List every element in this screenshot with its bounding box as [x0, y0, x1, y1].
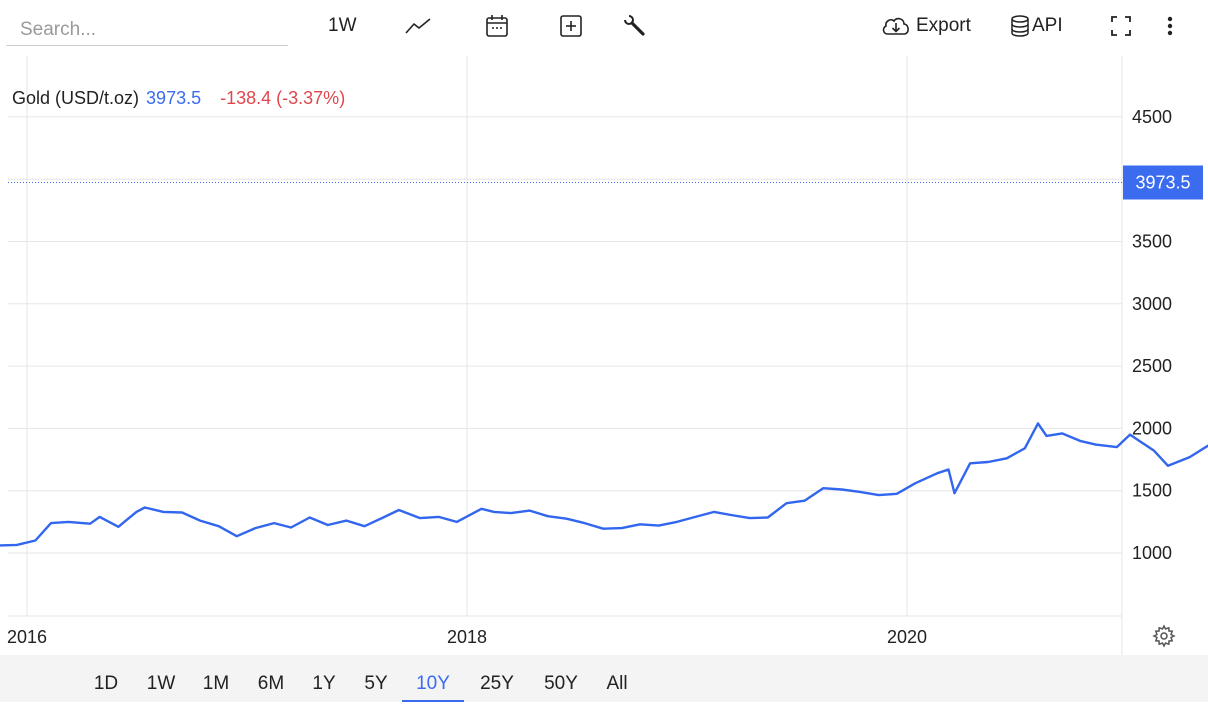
- x-axis: 20162018202020222024: [7, 627, 927, 647]
- interval-button[interactable]: 1W: [328, 10, 357, 42]
- search-input[interactable]: [6, 8, 288, 46]
- grid: [8, 56, 1123, 655]
- settings-gear-icon[interactable]: [1152, 624, 1176, 648]
- cloud-download-icon: [882, 17, 909, 35]
- fullscreen-icon: [1111, 16, 1131, 36]
- database-icon: [1011, 15, 1029, 37]
- range-button-6m[interactable]: 6M: [257, 673, 285, 694]
- y-tick-label: 2500: [1132, 356, 1172, 376]
- chart-legend: Gold (USD/t.oz) 3973.5 -138.4 (-3.37%): [12, 88, 345, 109]
- range-button-10y[interactable]: 10Y: [402, 655, 464, 702]
- y-tick-label: 3500: [1132, 232, 1172, 252]
- date-range-button[interactable]: [484, 10, 510, 42]
- api-label: API: [1032, 15, 1063, 36]
- indicators-button[interactable]: [622, 10, 648, 42]
- interval-label: 1W: [328, 15, 357, 36]
- api-button[interactable]: API: [1010, 10, 1063, 42]
- range-selector: 1D 1W 1M 6M 1Y 5Y 10Y 25Y 50Y All: [0, 655, 1208, 702]
- series-layer: [0, 422, 1208, 547]
- y-tick-label: 1500: [1132, 481, 1172, 501]
- x-tick-label: 2020: [887, 627, 927, 647]
- y-tick-label: 1000: [1132, 543, 1172, 563]
- range-button-1w[interactable]: 1W: [146, 673, 176, 694]
- last-price-badge-label: 3973.5: [1135, 173, 1190, 193]
- range-button-1d[interactable]: 1D: [93, 673, 119, 694]
- line-chart-icon: [405, 18, 431, 34]
- series-line: [0, 422, 1208, 547]
- more-vertical-icon: [1167, 16, 1173, 36]
- range-button-5y[interactable]: 5Y: [364, 673, 388, 694]
- toolbar: 1W Exp: [0, 0, 1208, 56]
- fullscreen-button[interactable]: [1108, 10, 1134, 42]
- export-label: Export: [916, 15, 971, 36]
- plus-square-icon: [560, 15, 582, 37]
- last-price: 3973.5: [146, 88, 202, 108]
- instrument-name: Gold (USD/t.oz): [12, 88, 140, 108]
- range-button-1m[interactable]: 1M: [202, 673, 230, 694]
- last-price-badge: [1123, 165, 1203, 200]
- y-axis: 1000 1500 2000 2500 3000 3500 4500: [1132, 107, 1172, 563]
- y-tick-label: 4500: [1132, 107, 1172, 127]
- calendar-icon: [486, 15, 508, 37]
- compare-button[interactable]: [558, 10, 584, 42]
- last-price-marker: 3973.5: [8, 165, 1203, 200]
- chart-type-button[interactable]: [404, 10, 432, 42]
- range-button-50y[interactable]: 50Y: [544, 673, 578, 694]
- x-tick-label: 2018: [447, 627, 487, 647]
- price-change: -138.4 (-3.37%): [220, 88, 346, 108]
- x-tick-label: 2016: [7, 627, 47, 647]
- range-button-all[interactable]: All: [606, 673, 628, 694]
- y-tick-label: 2000: [1132, 418, 1172, 438]
- export-button[interactable]: Export: [880, 10, 971, 42]
- range-button-25y[interactable]: 25Y: [480, 673, 514, 694]
- price-chart[interactable]: 1000 1500 2000 2500 3000 3500 4500 2016 2018 202…: [0, 0, 1208, 655]
- y-tick-label: 3000: [1132, 294, 1172, 314]
- wrench-icon: [624, 15, 645, 36]
- more-options-button[interactable]: [1164, 10, 1176, 42]
- range-button-1y[interactable]: 1Y: [312, 673, 336, 694]
